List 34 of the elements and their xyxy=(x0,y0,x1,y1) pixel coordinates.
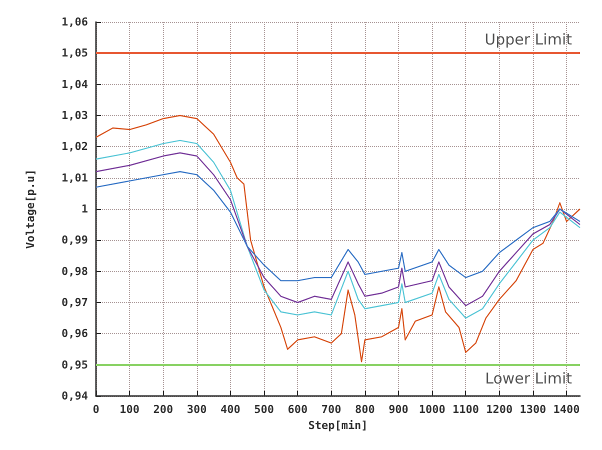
y-tick-label: 0,97 xyxy=(62,296,88,309)
x-axis-title: Step[min] xyxy=(308,419,368,432)
y-tick-label: 1,02 xyxy=(62,140,88,154)
y-tick-label: 0,95 xyxy=(62,358,88,372)
y-tick-label: 0,98 xyxy=(62,264,88,278)
line-series xyxy=(95,114,581,362)
y-axis-title: Voltage[p.u] xyxy=(24,169,37,249)
x-tick-label: 1000 xyxy=(418,403,446,416)
ref-line-label: Upper Limit xyxy=(484,30,572,49)
x-tick-label: 300 xyxy=(186,403,207,416)
x-tick-label: 1200 xyxy=(486,403,513,416)
y-tick-label: 0,94 xyxy=(62,390,88,402)
y-tick-label: 1,06 xyxy=(62,16,88,28)
y-tick-label: 1,01 xyxy=(62,171,88,184)
x-tick-label: 600 xyxy=(288,403,308,416)
x-tick-label: 400 xyxy=(220,403,240,416)
y-tick-label: 1,05 xyxy=(62,46,88,60)
x-tick-label: 700 xyxy=(321,403,342,416)
y-tick-label: 1 xyxy=(81,202,88,216)
x-tick-label: 100 xyxy=(120,403,140,416)
x-tick-label: 1100 xyxy=(452,403,479,416)
x-tick-label: 800 xyxy=(354,403,375,416)
x-tick-label: 900 xyxy=(388,403,408,416)
x-tick-label: 0 xyxy=(92,403,100,416)
x-tick-label: 1400 xyxy=(553,403,580,416)
ref-line-label: Lower Limit xyxy=(485,369,572,388)
x-tick-label: 1300 xyxy=(520,403,546,416)
y-tick-label: 1,04 xyxy=(62,78,88,91)
x-tick-label: 200 xyxy=(153,403,174,416)
y-tick-label: 1,03 xyxy=(62,109,88,122)
y-tick-label: 0,99 xyxy=(62,234,88,247)
x-tick-label: 500 xyxy=(254,403,274,416)
y-tick-label: 0,96 xyxy=(62,327,88,340)
line-series xyxy=(95,171,581,282)
